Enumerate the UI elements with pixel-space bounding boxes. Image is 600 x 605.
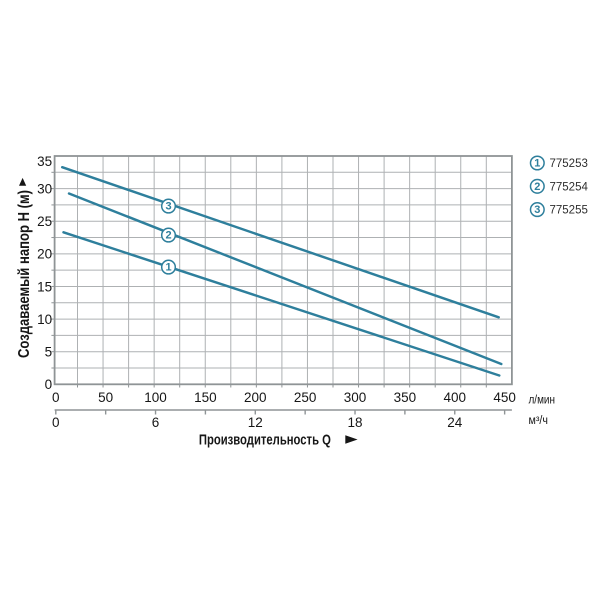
svg-text:250: 250 — [294, 390, 317, 405]
svg-text:200: 200 — [244, 390, 267, 405]
svg-text:775255: 775255 — [550, 205, 588, 217]
svg-text:100: 100 — [144, 390, 167, 405]
svg-text:450: 450 — [493, 390, 516, 405]
svg-text:0: 0 — [45, 377, 53, 392]
svg-text:15: 15 — [37, 279, 52, 294]
svg-text:400: 400 — [443, 390, 466, 405]
svg-text:775253: 775253 — [550, 158, 588, 170]
svg-text:1: 1 — [165, 262, 171, 274]
svg-text:м³/ч: м³/ч — [529, 415, 549, 427]
svg-text:12: 12 — [248, 415, 263, 430]
svg-text:30: 30 — [37, 181, 52, 196]
svg-text:24: 24 — [447, 415, 463, 430]
svg-text:6: 6 — [152, 415, 160, 430]
svg-text:20: 20 — [37, 247, 52, 262]
svg-text:350: 350 — [394, 390, 417, 405]
svg-text:Производительность Q: Производительность Q — [199, 431, 331, 448]
svg-text:10: 10 — [37, 312, 52, 327]
svg-text:300: 300 — [344, 390, 367, 405]
svg-text:3: 3 — [165, 201, 171, 213]
svg-text:50: 50 — [98, 390, 113, 405]
svg-text:5: 5 — [45, 344, 53, 359]
svg-text:0: 0 — [52, 415, 60, 430]
svg-text:775254: 775254 — [550, 181, 589, 193]
svg-text:150: 150 — [194, 390, 217, 405]
svg-text:25: 25 — [37, 214, 52, 229]
svg-text:18: 18 — [348, 415, 363, 430]
svg-text:2: 2 — [534, 181, 540, 193]
svg-text:л/мин: л/мин — [529, 395, 556, 407]
svg-text:3: 3 — [534, 204, 540, 216]
svg-text:Создаваемый напор Н (м): Создаваемый напор Н (м) — [16, 190, 33, 358]
svg-text:2: 2 — [165, 230, 171, 242]
svg-text:1: 1 — [534, 158, 540, 170]
svg-text:35: 35 — [37, 154, 52, 169]
svg-text:0: 0 — [52, 390, 60, 405]
